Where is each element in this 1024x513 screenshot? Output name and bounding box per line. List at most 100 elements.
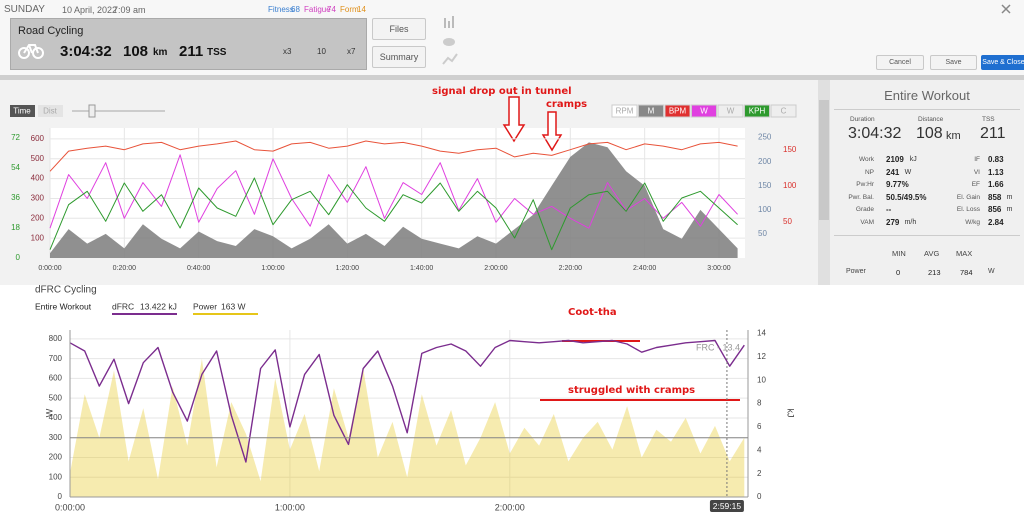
channel-label: RPM xyxy=(616,107,634,116)
dist-button[interactable] xyxy=(38,105,63,117)
channel-button[interactable] xyxy=(691,104,717,118)
files-button[interactable]: Files xyxy=(372,18,426,40)
annotation-arrow xyxy=(502,96,526,143)
stat-label: NP xyxy=(864,168,874,176)
stat-value: 50.5/49.5% xyxy=(886,192,927,202)
y-tick-label: 100 xyxy=(31,233,45,242)
channel-button[interactable] xyxy=(611,104,638,118)
scroll-thumb[interactable] xyxy=(819,100,829,220)
channel-label: W xyxy=(727,107,735,116)
tss: 211 xyxy=(179,43,204,60)
annotation: signal drop out in tunnel xyxy=(432,86,572,97)
y-tick-label: 8 xyxy=(757,399,762,408)
stat-label: Pw:Hr xyxy=(856,181,874,188)
y-tick-label: 200 xyxy=(49,453,63,462)
y-tick-label: 500 xyxy=(31,154,45,163)
dfrc-chart: dFRC Cycling Entire Workout W kJ Coot-th… xyxy=(0,285,1024,513)
y-tick-label: 600 xyxy=(31,134,45,143)
summary-label: Duration xyxy=(850,116,875,123)
x-tick-label: 3:00:00 xyxy=(707,265,730,272)
stat-unit: m xyxy=(1006,206,1013,213)
channel-button[interactable] xyxy=(664,104,691,118)
y-tick-label: 800 xyxy=(49,334,63,343)
separator xyxy=(0,75,1024,80)
stat-value: 0.83 xyxy=(988,155,1004,164)
line-label: FRC - 13.4 xyxy=(696,342,740,352)
close-icon[interactable] xyxy=(1001,4,1011,14)
x-tick-label: 1:00:00 xyxy=(275,502,305,512)
annotation: Coot-tha xyxy=(568,307,617,318)
x-tick-label: 0:40:00 xyxy=(187,265,210,272)
fitness-label: Fitness xyxy=(268,5,294,14)
save-close-button[interactable]: Save & Close xyxy=(981,55,1024,70)
stat-value: 2.84 xyxy=(988,217,1004,227)
x-tick-label: 1:00:00 xyxy=(261,265,284,272)
chart-subtitle: Entire Workout xyxy=(35,301,92,311)
minmax-label: Power xyxy=(846,268,866,275)
stat-label: Work xyxy=(858,156,874,163)
stat-label: VI xyxy=(973,168,980,176)
time-label: Time xyxy=(13,107,31,116)
y-tick-label: 200 xyxy=(758,157,772,166)
summary-label: TSS xyxy=(982,116,995,123)
channel-label: KPH xyxy=(749,107,766,116)
form: 14 xyxy=(357,5,366,14)
cursor-label: 2:59:15 xyxy=(713,501,742,511)
annotation: struggled with cramps xyxy=(568,385,695,396)
stat-value: 1.66 xyxy=(988,180,1004,189)
cursor-box xyxy=(709,500,744,512)
stat-unit: W xyxy=(904,168,912,176)
x-tick-label: 1:40:00 xyxy=(410,265,433,272)
form-label: Form xyxy=(340,5,359,14)
x-tick-label: 0:00:00 xyxy=(38,265,61,272)
legend-value: 163 W xyxy=(221,301,246,311)
y-axis-label: W xyxy=(44,408,54,417)
stat-label: EF xyxy=(971,181,980,188)
distance-unit: km xyxy=(153,47,168,58)
side-icons xyxy=(442,16,458,65)
time: 7:09 am xyxy=(113,5,146,15)
stat-value: 2109 xyxy=(886,155,904,164)
date: 10 April, 2022 xyxy=(62,5,118,15)
y-tick-label: 0 xyxy=(16,253,21,262)
y-tick-label: 300 xyxy=(31,194,45,203)
analysis-chart: Time Dist signal drop out in tunnel cram… xyxy=(0,80,830,288)
stat-value: 1.13 xyxy=(988,167,1004,177)
y-tick-label: 2 xyxy=(757,469,762,478)
channel-button[interactable] xyxy=(770,104,797,118)
activity-card: Road Cycling 3:04:32 108 km 211 TSS x3 1… xyxy=(10,18,367,70)
stat-label: VAM xyxy=(860,218,874,226)
stat-label: Pwr. Bal. xyxy=(848,193,874,201)
stat-value: 279 xyxy=(886,217,900,227)
y-tick-label: 100 xyxy=(783,181,797,190)
summary-unit: km xyxy=(946,130,961,142)
y-tick-label: 36 xyxy=(11,193,20,202)
stat-unit: kJ xyxy=(909,156,917,163)
y-tick-label: 50 xyxy=(758,229,767,238)
stat-value: 9.77% xyxy=(886,180,909,189)
y-tick-label: 150 xyxy=(758,181,772,190)
y-tick-label: 12 xyxy=(757,352,766,361)
cancel-button[interactable]: Cancel xyxy=(876,55,924,70)
summary-button[interactable]: Summary xyxy=(372,46,426,68)
time-button[interactable] xyxy=(10,105,35,117)
x-tick-label: 2:20:00 xyxy=(559,265,582,272)
channel-button[interactable] xyxy=(638,104,664,118)
minmax-value: 213 xyxy=(928,268,941,277)
minmax-value: 0 xyxy=(896,268,901,277)
stat-value: 856 xyxy=(988,205,1002,214)
stat-value: 858 xyxy=(988,192,1002,202)
summary-label: Distance xyxy=(918,116,944,123)
stat-value: -- xyxy=(886,205,892,214)
channel-button[interactable] xyxy=(717,104,744,118)
y-tick-label: 400 xyxy=(49,413,63,422)
x-tick-label: 1:20:00 xyxy=(336,265,359,272)
y-tick-label: 400 xyxy=(31,174,45,183)
zoom-slider[interactable] xyxy=(88,104,96,118)
x-tick-label: 2:00:00 xyxy=(495,502,525,512)
stat-label: El. Gain xyxy=(956,193,980,201)
channel-button[interactable] xyxy=(744,104,770,118)
series-area xyxy=(70,358,745,497)
stats-divider xyxy=(834,235,1020,236)
save-button[interactable]: Save xyxy=(930,55,977,70)
